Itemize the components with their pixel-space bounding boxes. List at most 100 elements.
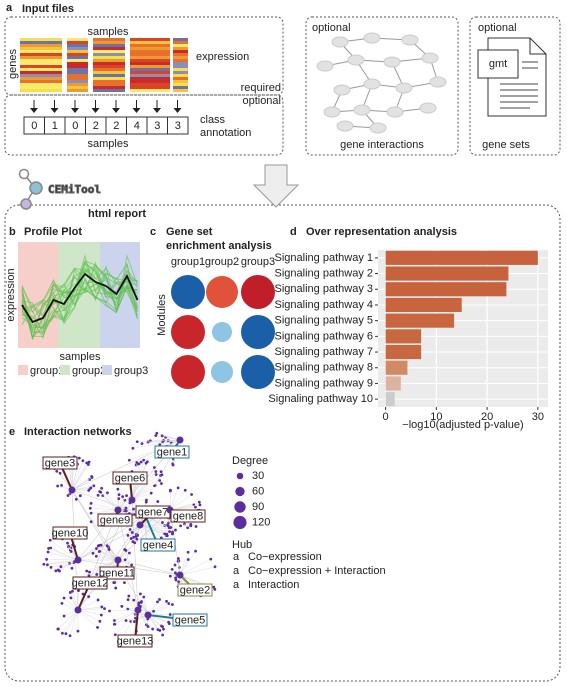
network-node <box>156 628 160 632</box>
heatmap-cell <box>130 68 170 71</box>
network-edge <box>179 552 189 576</box>
network-node <box>123 581 126 585</box>
network-node <box>161 521 164 524</box>
y-tick-label: Signaling pathway 6 <box>275 330 373 342</box>
panel-title: Profile Plot <box>24 226 82 238</box>
profile-line <box>21 282 138 329</box>
network-node <box>171 603 174 606</box>
heatmap-cell <box>130 89 170 92</box>
network-node <box>158 479 162 482</box>
network-node <box>108 609 111 613</box>
heatmap-cell <box>20 65 62 68</box>
class-value: 3 <box>175 120 181 132</box>
network-edge <box>71 489 149 616</box>
gene-box <box>154 445 190 459</box>
network-node <box>89 511 93 515</box>
heatmap-cell <box>130 71 170 74</box>
file-type: gmt <box>489 58 507 70</box>
network-node <box>59 565 63 569</box>
network-node <box>60 631 64 635</box>
x-tick-label: 10 <box>430 411 442 423</box>
heatmap-cell <box>93 71 125 74</box>
network-node <box>142 458 146 462</box>
heatmap-cell <box>67 38 88 41</box>
heatmap-cell <box>130 74 170 77</box>
network-node <box>69 596 73 600</box>
gene-box <box>177 583 213 597</box>
network-edge <box>71 489 119 561</box>
network-node <box>87 460 91 464</box>
heatmap-cell <box>67 41 88 44</box>
y-label: Modules <box>156 294 168 336</box>
network-node <box>89 486 93 490</box>
network-node <box>96 493 100 497</box>
heatmap-cell <box>67 44 88 47</box>
samples-label: samples <box>88 138 129 150</box>
network-node <box>144 500 148 504</box>
enrichment-dot <box>211 361 233 383</box>
network-edge <box>169 494 192 511</box>
network-node <box>160 434 164 438</box>
interaction-node <box>429 76 447 88</box>
network-node <box>156 500 160 503</box>
enrichment-dot <box>241 275 275 309</box>
network-node <box>183 488 187 492</box>
network-node <box>97 550 101 553</box>
network-edge <box>77 609 98 628</box>
network-node <box>169 488 172 492</box>
arrow-head <box>173 108 182 113</box>
network-node <box>124 509 128 513</box>
heatmap-cell <box>130 65 170 68</box>
heatmap-cell <box>93 53 125 56</box>
network-node <box>130 531 134 534</box>
network-node <box>46 550 50 554</box>
network-node <box>112 622 116 626</box>
heatmap-cell <box>67 53 88 56</box>
network-node <box>132 535 136 539</box>
network-node <box>152 466 156 469</box>
network-edge <box>121 609 139 639</box>
legend-label: group2 <box>72 365 106 377</box>
gene-box <box>117 634 153 648</box>
bar <box>385 329 422 344</box>
heatmap-cell <box>173 74 188 77</box>
y-tick-label: Signaling pathway 8 <box>275 362 373 374</box>
network-edge <box>69 609 79 636</box>
arrow-head <box>91 108 100 113</box>
network-node <box>144 461 148 465</box>
legend-title: Hub <box>232 539 252 551</box>
hub-node <box>176 436 184 444</box>
heatmap-cell <box>20 86 62 89</box>
network-edge <box>147 604 173 616</box>
gene-box <box>170 509 206 523</box>
class-value: 1 <box>52 120 58 132</box>
heatmap-cell <box>20 62 62 65</box>
network-node <box>66 541 69 545</box>
network-node <box>78 494 82 498</box>
column-label: group3 <box>241 256 275 268</box>
network-node <box>68 591 72 594</box>
network-node <box>81 459 85 463</box>
heatmap-cell <box>93 80 125 83</box>
network-node <box>139 460 143 464</box>
network-node <box>71 589 74 593</box>
expression-box <box>4 16 284 96</box>
heatmap-cell <box>93 74 125 77</box>
column-label: group2 <box>205 256 239 268</box>
network-node <box>124 619 128 622</box>
heatmap-cell <box>130 47 170 50</box>
interaction-node <box>347 54 365 66</box>
network-edge <box>77 606 102 611</box>
y-tick-label: Signaling pathway 2 <box>275 267 373 279</box>
report-arrow <box>252 164 300 208</box>
gene-box <box>99 566 135 580</box>
network-node <box>189 524 193 528</box>
network-node <box>138 592 142 596</box>
network-node <box>45 557 48 561</box>
network-node <box>135 461 139 464</box>
network-node <box>163 532 167 536</box>
columns-label: samples <box>88 26 129 38</box>
heatmap-cell <box>173 71 188 74</box>
network-edge <box>101 488 119 511</box>
